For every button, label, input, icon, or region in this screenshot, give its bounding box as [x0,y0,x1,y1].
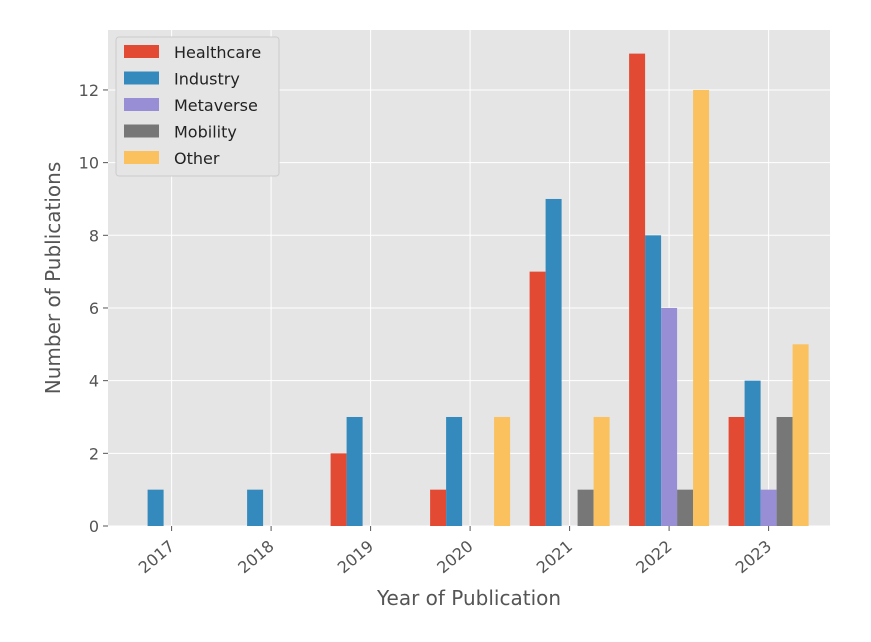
legend-label-healthcare: Healthcare [174,43,261,62]
bar-industry-2019 [346,416,363,526]
legend-swatch-mobility [124,124,159,138]
legend-swatch-metaverse [124,98,159,111]
x-tick-label: 2021 [533,537,576,578]
y-tick-label: 0 [89,517,99,536]
bar-other-2020 [494,416,511,526]
legend-label-other: Other [174,149,220,168]
x-tick-label: 2023 [732,537,775,578]
y-axis-label: Number of Publications [41,162,65,395]
x-tick-label: 2017 [135,537,178,578]
legend: Healthcare Industry Metaverse Mobility Other [115,36,280,177]
bar-mobility-2023 [776,416,793,526]
bar-other-2021 [593,416,610,526]
x-tick-label: 2019 [334,537,377,578]
x-tick-label: 2018 [234,537,277,578]
bar-healthcare-2021 [529,271,546,526]
y-tick-label: 6 [89,299,99,318]
x-axis-label: Year of Publication [376,586,561,610]
bar-industry-2023 [744,380,761,526]
bars [147,53,809,527]
x-tick-label: 2022 [632,537,675,578]
y-tick-label: 2 [89,444,99,463]
y-tick-label: 12 [79,81,99,100]
bar-other-2022 [693,89,710,526]
y-tick-label: 10 [79,154,99,173]
bar-metaverse-2022 [661,307,678,526]
legend-swatch-healthcare [124,45,159,58]
bar-industry-2020 [446,416,463,526]
x-axis-ticks: 2017 2018 2019 2020 2021 2022 2023 [135,526,775,577]
bar-industry-2018 [247,489,264,526]
bar-industry-2017 [147,489,164,526]
y-tick-label: 4 [89,372,99,391]
legend-label-metaverse: Metaverse [174,96,258,115]
bar-healthcare-2019 [330,453,347,526]
bar-industry-2021 [545,198,562,526]
bar-metaverse-2023 [760,489,777,526]
legend-label-mobility: Mobility [174,123,237,142]
y-tick-label: 8 [89,226,99,245]
bar-healthcare-2022 [629,53,646,526]
x-tick-label: 2020 [433,537,476,578]
bar-mobility-2022 [677,489,694,526]
bar-healthcare-2020 [430,489,447,526]
bar-mobility-2021 [577,489,594,526]
y-axis-ticks: 0 2 4 6 8 10 12 [79,81,108,536]
bar-other-2023 [792,344,809,526]
legend-label-industry: Industry [174,70,240,89]
bar-industry-2022 [645,235,662,527]
legend-swatch-other [124,151,159,164]
bar-healthcare-2023 [728,416,745,526]
legend-swatch-industry [124,71,159,85]
